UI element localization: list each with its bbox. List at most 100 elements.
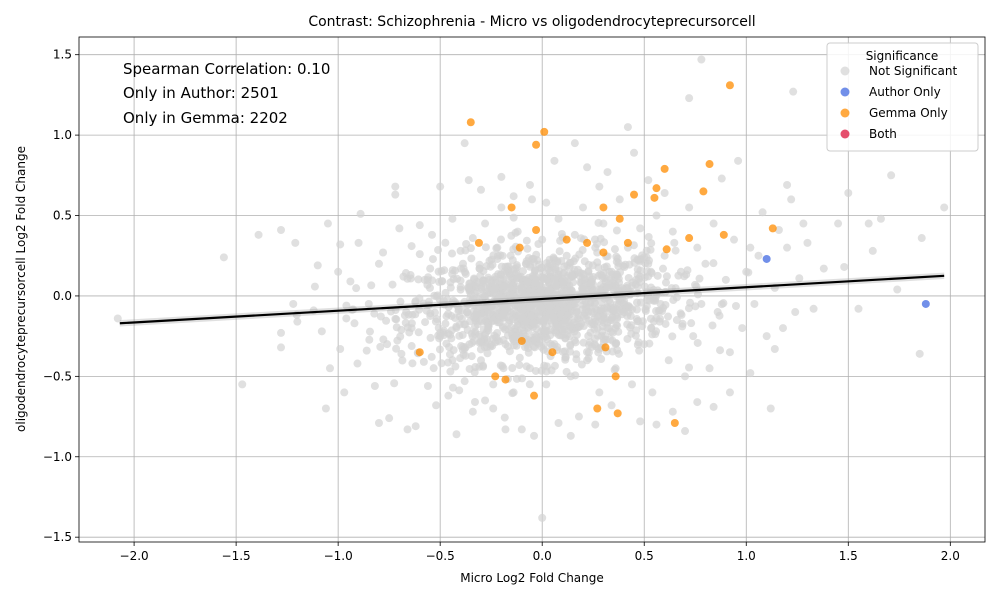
point-not-significant	[579, 203, 588, 212]
point-not-significant	[321, 404, 330, 413]
point-not-significant	[607, 267, 616, 276]
point-not-significant	[746, 243, 755, 252]
point-not-significant	[678, 322, 687, 331]
point-not-significant	[672, 293, 681, 302]
point-not-significant	[464, 176, 473, 185]
point-not-significant	[430, 308, 439, 317]
point-not-significant	[574, 412, 583, 421]
point-not-significant	[512, 374, 521, 383]
point-not-significant	[591, 420, 600, 429]
point-not-significant	[562, 251, 571, 260]
point-not-significant	[685, 94, 694, 103]
point-not-significant	[561, 353, 570, 362]
point-not-significant	[523, 341, 532, 350]
point-not-significant	[611, 281, 620, 290]
point-not-significant	[508, 265, 517, 274]
point-not-significant	[668, 407, 677, 416]
point-not-significant	[523, 244, 532, 253]
point-not-significant	[536, 281, 545, 290]
point-not-significant	[444, 358, 453, 367]
point-not-significant	[721, 275, 730, 284]
point-gemma-only	[562, 235, 571, 244]
point-not-significant	[593, 258, 602, 267]
point-gemma-only	[507, 203, 516, 212]
point-not-significant	[498, 280, 507, 289]
point-not-significant	[446, 278, 455, 287]
point-not-significant	[456, 354, 465, 363]
point-not-significant	[401, 318, 410, 327]
point-not-significant	[555, 247, 564, 256]
point-not-significant	[844, 189, 853, 198]
point-not-significant	[647, 324, 656, 333]
point-not-significant	[778, 324, 787, 333]
point-not-significant	[632, 275, 641, 284]
point-not-significant	[730, 235, 739, 244]
point-not-significant	[456, 276, 465, 285]
point-not-significant	[603, 324, 612, 333]
point-not-significant	[435, 295, 444, 304]
point-not-significant	[515, 353, 524, 362]
y-tick-label: 0.0	[53, 289, 72, 303]
point-not-significant	[435, 277, 444, 286]
point-not-significant	[580, 275, 589, 284]
point-not-significant	[291, 238, 300, 247]
point-not-significant	[567, 271, 576, 280]
point-not-significant	[742, 267, 751, 276]
point-not-significant	[537, 366, 546, 375]
point-not-significant	[627, 281, 636, 290]
point-not-significant	[496, 361, 505, 370]
x-axis-label: Micro Log2 Fold Change	[460, 571, 604, 585]
point-not-significant	[506, 251, 515, 260]
point-not-significant	[834, 219, 843, 228]
point-not-significant	[641, 306, 650, 315]
point-not-significant	[498, 251, 507, 260]
point-not-significant	[529, 319, 538, 328]
point-not-significant	[448, 383, 457, 392]
point-not-significant	[493, 329, 502, 338]
point-not-significant	[809, 304, 818, 313]
point-not-significant	[738, 324, 747, 333]
point-not-significant	[656, 314, 665, 323]
point-not-significant	[525, 380, 534, 389]
point-not-significant	[501, 267, 510, 276]
point-not-significant	[465, 364, 474, 373]
point-not-significant	[558, 330, 567, 339]
point-not-significant	[460, 268, 469, 277]
point-not-significant	[293, 317, 302, 326]
point-not-significant	[608, 347, 617, 356]
point-not-significant	[277, 328, 286, 337]
chart-title: Contrast: Schizophrenia - Micro vs oligo…	[308, 14, 755, 30]
point-not-significant	[449, 346, 458, 355]
point-not-significant	[425, 283, 434, 292]
legend: Significance Not Significant Author Only G…	[826, 42, 979, 152]
point-not-significant	[510, 341, 519, 350]
point-not-significant	[632, 315, 641, 324]
point-not-significant	[475, 338, 484, 347]
point-not-significant	[495, 337, 504, 346]
point-not-significant	[687, 319, 696, 328]
point-not-significant	[388, 280, 397, 289]
point-not-significant	[915, 349, 924, 358]
point-not-significant	[579, 338, 588, 347]
legend-label-both: Both	[869, 127, 897, 141]
point-not-significant	[429, 364, 438, 373]
point-gemma-only	[662, 245, 671, 254]
point-not-significant	[579, 322, 588, 331]
annotations: Spearman Correlation: 0.10 Only in Autho…	[123, 60, 330, 127]
point-not-significant	[436, 332, 445, 341]
point-gemma-only	[652, 184, 661, 193]
point-gemma-only	[719, 230, 728, 239]
point-not-significant	[517, 324, 526, 333]
point-not-significant	[554, 214, 563, 223]
regression-line-group	[119, 272, 945, 327]
point-not-significant	[452, 430, 461, 439]
point-not-significant	[597, 355, 606, 364]
point-not-significant	[457, 314, 466, 323]
point-not-significant	[336, 345, 345, 354]
point-not-significant	[539, 341, 548, 350]
y-axis-ticks: −1.5 −1.0 −0.5 0.0 0.5 1.0 1.5	[43, 48, 79, 544]
point-not-significant	[514, 300, 523, 309]
point-not-significant	[538, 513, 547, 522]
point-not-significant	[819, 264, 828, 273]
series-not-significant	[113, 55, 949, 522]
